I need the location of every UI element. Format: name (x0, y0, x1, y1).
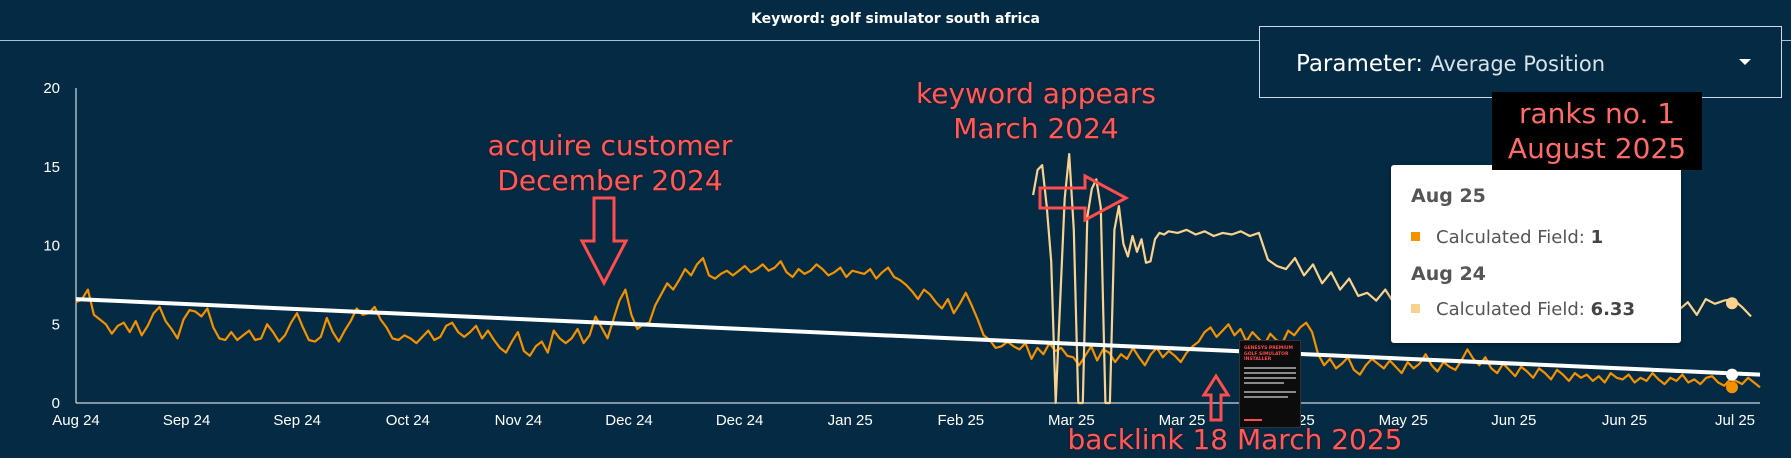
annotation-line: acquire customer (487, 129, 733, 162)
chart-markers (1726, 297, 1738, 394)
x-tick-label: Mar 25 (1159, 412, 1206, 429)
x-tick-label: Dec 24 (605, 412, 653, 429)
arrow-up-icon (1201, 373, 1231, 422)
tooltip-row-label: Calculated Field: (1436, 227, 1585, 248)
x-tick-label: Sep 24 (273, 412, 321, 429)
backlink-thumbnail: GENESYS PREMIUM GOLF SIMULATOR INSTALLER (1239, 340, 1301, 428)
thumbnail-text-line (1244, 382, 1284, 384)
annotation-keyword-appears: keyword appears March 2024 (896, 76, 1176, 146)
chart-axes: 0 5 10 15 20 Aug 24 Sep 24 Sep 24 Oct 24 Nov 24 De… (43, 80, 1760, 429)
tooltip-row-current: Calculated Field: 1 (1411, 227, 1603, 248)
trend-line (75, 297, 1761, 377)
hover-point-current (1726, 381, 1738, 394)
x-tick-label: Jun 25 (1491, 412, 1536, 429)
series-swatch-icon (1411, 303, 1420, 313)
caret-down-icon[interactable] (1739, 59, 1751, 65)
x-tick-label: Nov 24 (495, 412, 543, 429)
x-tick-label: Aug 24 (52, 412, 100, 429)
annotation-line: December 2024 (497, 164, 723, 197)
series-swatch-icon (1411, 231, 1420, 241)
y-tick-label: 15 (43, 159, 60, 176)
parameter-value: Average Position (1430, 52, 1606, 76)
x-tick-label: Jun 25 (1602, 412, 1647, 429)
arrow-right-icon (1038, 173, 1130, 223)
thumbnail-text-line (1244, 377, 1296, 379)
x-tick-label: Jul 25 (1715, 412, 1755, 429)
y-tick-label: 5 (52, 316, 60, 333)
thumbnail-text-line (1244, 391, 1296, 393)
x-tick-label: May 25 (1379, 412, 1428, 429)
annotation-ranks-no-1: ranks no. 1 August 2025 (1492, 92, 1702, 170)
y-tick-label: 10 (43, 238, 60, 255)
thumbnail-button (1244, 419, 1262, 421)
annotation-backlink: backlink 18 March 2025 (1067, 423, 1403, 456)
thumbnail-text-line (1244, 367, 1296, 369)
hover-point-previous (1726, 297, 1738, 310)
x-tick-label: Sep 24 (163, 412, 211, 429)
annotation-line: keyword appears (916, 77, 1156, 110)
tooltip-row-previous: Calculated Field: 6.33 (1411, 299, 1635, 320)
tooltip-row-label: Calculated Field: (1436, 299, 1585, 320)
annotation-line: ranks no. 1 (1518, 97, 1676, 130)
annotation-line: March 2024 (953, 112, 1119, 145)
tooltip-header-current: Aug 25 (1411, 185, 1486, 207)
x-tick-label: Feb 25 (937, 412, 984, 429)
x-tick-label: Jan 25 (828, 412, 873, 429)
tooltip-header-previous: Aug 24 (1411, 263, 1486, 285)
x-tick-label: Mar 25 (1048, 412, 1095, 429)
y-tick-label: 20 (43, 80, 60, 97)
parameter-dropdown[interactable]: Parameter: Average Position (1259, 26, 1782, 98)
parameter-label: Parameter: (1296, 51, 1424, 77)
thumbnail-title: GENESYS PREMIUM GOLF SIMULATOR INSTALLER (1244, 346, 1294, 362)
thumbnail-text-line (1244, 396, 1288, 398)
tooltip-row-value: 6.33 (1590, 299, 1635, 320)
hover-point-trend (1726, 368, 1738, 381)
series-line-current (75, 257, 1761, 389)
arrow-down-icon (579, 196, 629, 287)
annotation-line: August 2025 (1507, 132, 1687, 165)
parameter-label-wrap: Parameter: Average Position (1296, 51, 1605, 77)
thumbnail-text-line (1244, 372, 1296, 374)
tooltip-row-value: 1 (1590, 227, 1604, 248)
x-tick-label: Oct 24 (386, 412, 430, 429)
chart-title: Keyword: golf simulator south africa (750, 11, 1041, 27)
header-divider (0, 40, 1791, 41)
chart-tooltip: Aug 25 Calculated Field: 1 Aug 24 Calcul… (1391, 165, 1681, 343)
y-tick-label: 0 (52, 395, 60, 412)
x-tick-label: Dec 24 (716, 412, 764, 429)
annotation-acquire-customer: acquire customer December 2024 (470, 128, 750, 198)
